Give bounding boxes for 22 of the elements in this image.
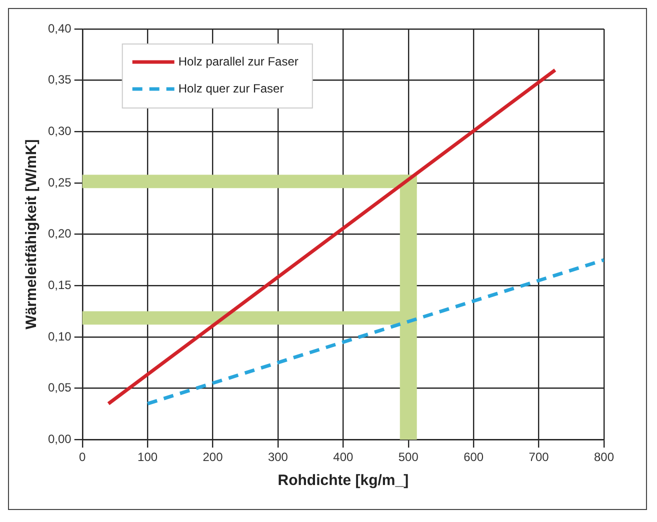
y-tick-label: 0,05 bbox=[48, 380, 72, 395]
y-tick-label: 0,40 bbox=[48, 21, 72, 36]
x-axis-title: Rohdichte [kg/m_] bbox=[278, 472, 409, 490]
x-tick-label: 800 bbox=[594, 450, 614, 464]
y-tick-label: 0,00 bbox=[48, 432, 72, 446]
y-axis-title: Wärmeleitfähigkeit [W/mK] bbox=[23, 139, 40, 330]
x-tick-label: 500 bbox=[398, 450, 419, 464]
x-tick-label: 200 bbox=[202, 450, 224, 464]
x-tick-label: 300 bbox=[268, 450, 288, 464]
y-tick-label: 0,35 bbox=[48, 72, 72, 87]
y-tick-label: 0,30 bbox=[48, 124, 72, 138]
y-tick-label: 0,25 bbox=[48, 175, 72, 190]
y-tick-label: 0,15 bbox=[48, 278, 72, 292]
legend-label: Holz parallel zur Faser bbox=[178, 54, 298, 68]
y-tick-label: 0,10 bbox=[48, 329, 72, 344]
x-tick-label: 600 bbox=[464, 450, 484, 464]
x-tick-label: 0 bbox=[79, 450, 86, 464]
x-tick-label: 400 bbox=[333, 450, 354, 464]
x-tick-label: 700 bbox=[528, 450, 550, 464]
x-tick-label: 100 bbox=[138, 450, 158, 464]
legend-label: Holz quer zur Faser bbox=[178, 81, 284, 96]
y-tick-label: 0,20 bbox=[48, 226, 72, 241]
